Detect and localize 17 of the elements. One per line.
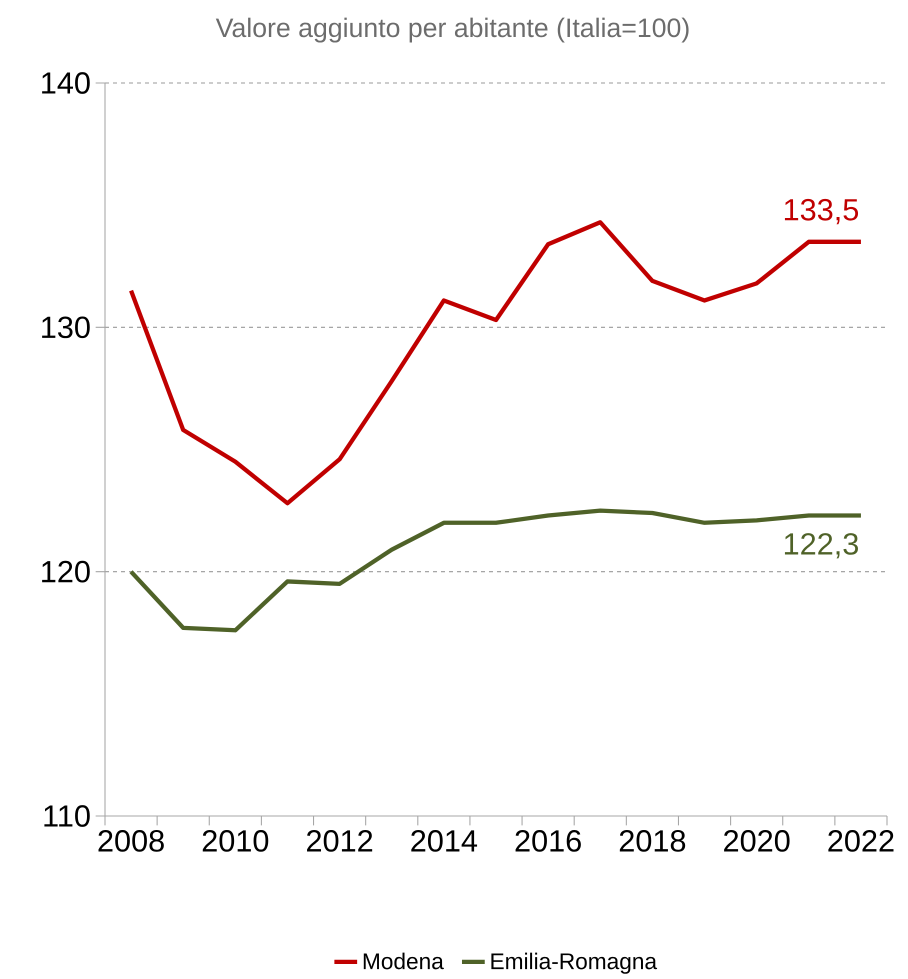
y-tick-label: 120	[42, 560, 90, 583]
annotation: 122,3	[784, 533, 858, 558]
x-tick-label: 2018	[620, 830, 686, 852]
chart-title: Valore aggiunto per abitante (Italia=100)	[216, 18, 689, 43]
legend-label: Modena	[364, 952, 444, 970]
y-tick-label: 130	[42, 316, 90, 338]
x-tick-label: 2010	[202, 830, 268, 852]
x-tick-label: 2016	[516, 830, 581, 852]
x-tick-label: 2022	[828, 830, 894, 852]
y-tick-label: 110	[44, 805, 90, 827]
x-tick-label: 2014	[411, 830, 478, 852]
annotation: 133,5	[784, 198, 858, 224]
x-tick-label: 2020	[724, 830, 790, 852]
y-tick-label: 140	[42, 72, 90, 94]
x-tick-label: 2008	[98, 830, 164, 852]
legend-label: Emilia-Romagna	[491, 952, 658, 974]
x-tick-label: 2012	[307, 830, 372, 852]
